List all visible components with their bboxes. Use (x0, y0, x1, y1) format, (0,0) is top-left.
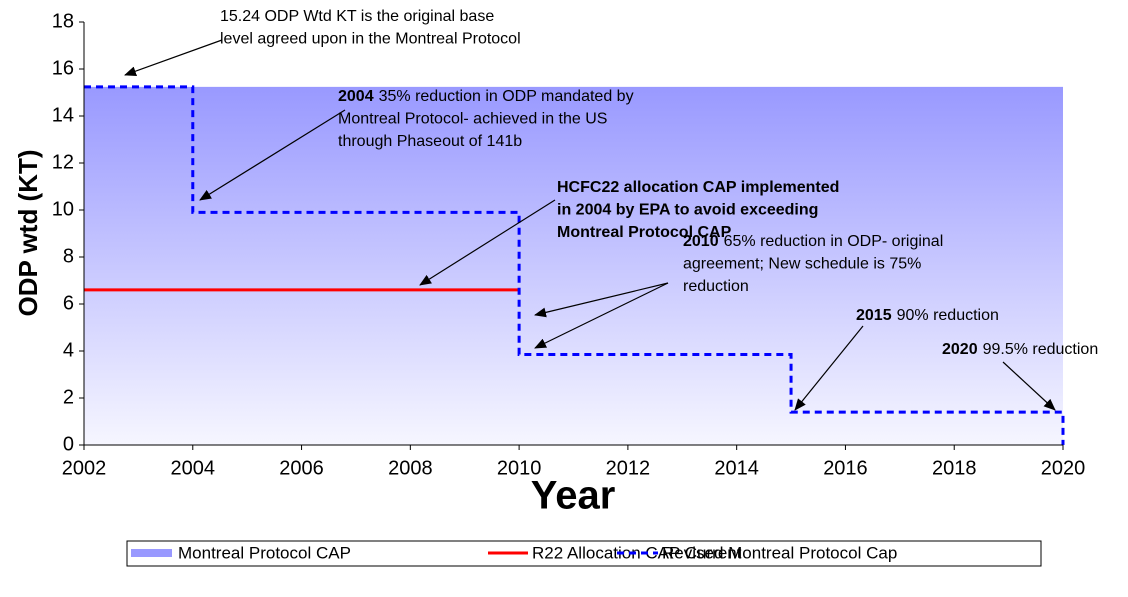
x-tick-label: 2004 (171, 457, 216, 479)
x-tick-label: 2018 (932, 457, 977, 479)
legend-label: Montreal Protocol CAP (178, 543, 351, 562)
annotation-text: 65% reduction in ODP- original (724, 233, 944, 250)
annotation-bold: 2010 (683, 233, 719, 250)
annotation-text: Montreal Protocol- achieved in the US (338, 111, 607, 128)
arrow (534, 282, 669, 318)
annotation-bold: 2020 (942, 341, 978, 358)
x-tick-label: 2020 (1041, 457, 1086, 479)
annotation: in 2004 by EPA to avoid exceeding (557, 202, 818, 219)
annotation-text: 15.24 ODP Wtd KT is the original base (220, 8, 494, 25)
y-tick-label: 18 (52, 10, 74, 32)
annotation: 2020 99.5% reduction (942, 341, 1098, 358)
annotation: 15.24 ODP Wtd KT is the original base (220, 8, 494, 25)
annotation-bold: 2015 (856, 307, 892, 324)
line (84, 85, 1065, 445)
y-tick-label: 2 (63, 386, 74, 408)
annotation: Montreal Protocol- achieved in the US (338, 111, 607, 128)
annotation-text: Montreal Protocol CAP (557, 224, 732, 241)
y-tick-label: 14 (52, 104, 74, 126)
annotation: Montreal Protocol CAP (557, 224, 732, 241)
plot-area (84, 85, 1065, 446)
annotation: 2010 65% reduction in ODP- original (683, 233, 943, 250)
arrow (199, 109, 346, 201)
annotation-text: 90% reduction (897, 307, 999, 324)
x-tick-label: 2010 (497, 457, 542, 479)
annotation-text: agreement; New schedule is 75% (683, 256, 921, 273)
x-tick-label: 2002 (62, 457, 107, 479)
x-tick-label: 2012 (606, 457, 651, 479)
annotation: through Phaseout of 141b (338, 133, 522, 150)
arrow (124, 39, 223, 76)
arrow (794, 325, 864, 411)
x-tick-label: 2006 (279, 457, 324, 479)
y-tick-label: 10 (52, 198, 74, 220)
y-tick-label: 0 (63, 433, 74, 455)
legend-label: Revised Montreal Protocol Cap (662, 543, 897, 562)
legend-label: R22 Allocation CAP Current (532, 543, 742, 562)
annotation-bold: 2004 (338, 88, 374, 105)
annotation: HCFC22 allocation CAP implemented (557, 179, 839, 196)
x-tick-label: 2016 (823, 457, 868, 479)
y-tick-label: 8 (63, 245, 74, 267)
arrows (124, 39, 1056, 411)
annotation: 2015 90% reduction (856, 307, 999, 324)
annotation-text: in 2004 by EPA to avoid exceeding (557, 202, 818, 219)
annotation-text: level agreed upon in the Montreal Protoc… (220, 31, 521, 48)
arrow (1002, 361, 1056, 411)
annotation: reduction (683, 278, 749, 295)
y-tick-label: 6 (63, 292, 74, 314)
legend-swatch (131, 549, 172, 557)
x-axis-label: Year (531, 474, 616, 518)
annotation-text: 35% reduction in ODP mandated by (379, 88, 634, 105)
legend-box (126, 540, 1042, 567)
annotation-text: through Phaseout of 141b (338, 133, 522, 150)
arrow (419, 199, 556, 286)
annotation-text: 99.5% reduction (983, 341, 1099, 358)
annotation: 2004 35% reduction in ODP mandated by (338, 88, 634, 105)
arrow (534, 282, 669, 349)
annotation-text: reduction (683, 278, 749, 295)
y-tick-label: 4 (63, 339, 74, 361)
x-tick-label: 2008 (388, 457, 433, 479)
annotation-text: HCFC22 allocation CAP implemented (557, 179, 839, 196)
x-tick-label: 2014 (714, 457, 759, 479)
y-tick-label: 16 (52, 57, 74, 79)
annotation: level agreed upon in the Montreal Protoc… (220, 31, 521, 48)
annotation: agreement; New schedule is 75% (683, 256, 921, 273)
y-axis-label: ODP wtd (KT) (13, 149, 43, 316)
y-tick-label: 12 (52, 151, 74, 173)
area (84, 86, 1063, 446)
